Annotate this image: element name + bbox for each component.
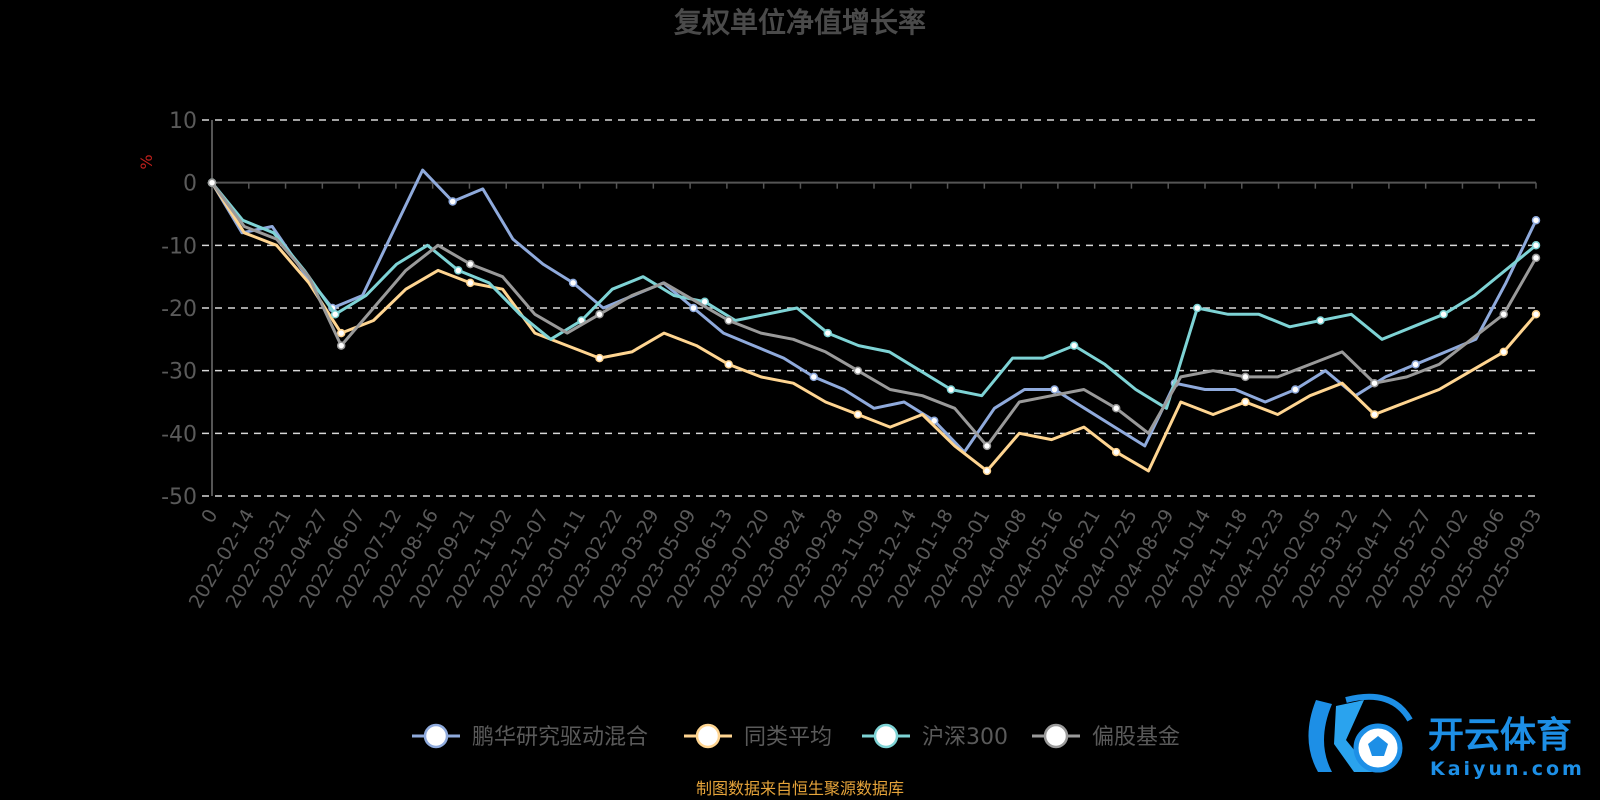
data-point	[336, 328, 346, 338]
series-2	[207, 178, 1541, 410]
data-point	[595, 310, 604, 319]
data-point	[1499, 310, 1508, 319]
legend-marker	[695, 723, 721, 749]
series-line	[210, 168, 1538, 454]
data-point	[1531, 241, 1541, 250]
data-point	[853, 366, 863, 375]
data-point	[466, 259, 475, 269]
data-point	[595, 353, 604, 363]
data-point	[1439, 310, 1448, 319]
series-0	[207, 168, 1541, 454]
kaiyun-logo: 开云体育 Kaiyun.com	[1308, 693, 1585, 780]
y-tick-label: -30	[161, 360, 197, 385]
y-axis-unit: %	[137, 154, 156, 169]
data-point	[1499, 347, 1508, 357]
legend-item-3[interactable]: 偏股基金	[1032, 723, 1180, 750]
legend-label: 偏股基金	[1092, 725, 1180, 750]
data-point	[1050, 385, 1059, 394]
legend-label: 鹏华研究驱动混合	[472, 725, 648, 750]
series-line	[210, 181, 1538, 448]
legend-item-0[interactable]: 鹏华研究驱动混合	[412, 723, 648, 750]
data-point	[724, 316, 733, 325]
data-point	[1316, 316, 1325, 325]
data-point	[823, 328, 833, 338]
legend-marker	[873, 723, 899, 749]
logo-emblem	[1308, 693, 1413, 773]
data-point	[1411, 360, 1420, 369]
series-line	[210, 181, 1537, 410]
data-point	[689, 303, 698, 313]
data-point	[1111, 404, 1121, 413]
data-point	[1111, 447, 1121, 457]
legend-item-2[interactable]: 沪深300	[862, 723, 1008, 750]
data-point	[809, 372, 819, 382]
data-point	[568, 278, 578, 288]
legend-marker	[1043, 723, 1069, 749]
series-1	[207, 178, 1541, 476]
data-point	[330, 310, 340, 319]
data-point	[1531, 310, 1541, 319]
data-point	[1193, 303, 1202, 313]
data-point	[454, 266, 463, 275]
grid-lines	[202, 119, 1536, 497]
data-point	[1069, 341, 1079, 350]
legend-label: 沪深300	[922, 725, 1008, 750]
x-axis: 02022-02-142022-03-212022-04-272022-06-0…	[185, 182, 1546, 612]
data-point	[1241, 372, 1250, 382]
x-tick-label: 0	[197, 506, 222, 527]
y-tick-label: 10	[169, 109, 197, 134]
series-3	[207, 178, 1541, 451]
chart-title: 复权单位净值增长率	[674, 6, 926, 39]
data-point	[466, 278, 475, 288]
data-point	[1531, 253, 1541, 263]
source-note: 制图数据来自恒生聚源数据库	[696, 779, 904, 798]
y-tick-label: 0	[183, 172, 197, 197]
y-axis-ticks: 10 0 -10 -20 -30 -40 -50	[161, 109, 197, 510]
data-point	[1241, 397, 1250, 407]
logo-sub-text: Kaiyun.com	[1430, 758, 1585, 780]
data-point	[448, 197, 457, 206]
data-point	[207, 178, 217, 187]
data-point	[724, 360, 733, 369]
legend-marker	[423, 723, 449, 749]
y-tick-label: -50	[161, 485, 197, 510]
y-tick-label: -20	[161, 297, 197, 322]
data-point	[946, 385, 956, 394]
data-point	[982, 466, 992, 476]
data-point	[1291, 385, 1300, 394]
data-point	[982, 441, 992, 451]
data-point	[1370, 378, 1379, 388]
series-lines	[207, 168, 1541, 476]
y-tick-label: -10	[161, 234, 197, 259]
logo-main-text: 开云体育	[1428, 715, 1572, 756]
data-point	[1531, 216, 1541, 225]
series-line	[210, 181, 1538, 473]
data-point	[336, 341, 346, 350]
legend-item-1[interactable]: 同类平均	[684, 723, 832, 750]
legend-label: 同类平均	[744, 725, 832, 750]
data-point	[1370, 410, 1379, 419]
data-point	[853, 410, 863, 419]
y-tick-label: -40	[161, 422, 197, 447]
legend[interactable]: 鹏华研究驱动混合 同类平均 沪深300 偏股基金	[412, 723, 1180, 750]
